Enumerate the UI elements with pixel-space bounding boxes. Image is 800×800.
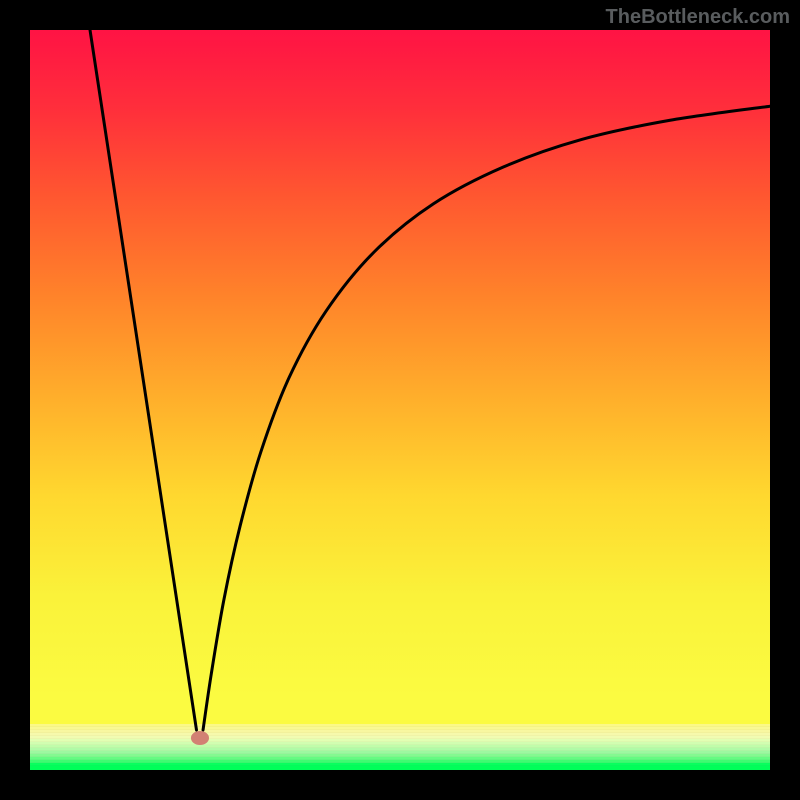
gradient-stripe: [30, 730, 770, 733]
gradient-stripe: [30, 763, 770, 766]
gradient-stripe: [30, 751, 770, 754]
gradient-stripe: [30, 754, 770, 757]
gradient-stripe: [30, 757, 770, 760]
chart-plot: [30, 30, 770, 770]
marker-dot: [191, 731, 209, 745]
gradient-stripe: [30, 742, 770, 745]
gradient-stripe: [30, 748, 770, 751]
gradient-stripe: [30, 745, 770, 748]
green-baseline-bar: [30, 766, 770, 770]
watermark-text: TheBottleneck.com: [606, 6, 790, 29]
gradient-stripe: [30, 733, 770, 736]
gradient-stripe: [30, 727, 770, 730]
chart-container: TheBottleneck.com: [0, 0, 800, 800]
gradient-stripe: [30, 760, 770, 763]
gradient-stripe: [30, 739, 770, 742]
gradient-stripe: [30, 736, 770, 739]
gradient-stripe: [30, 724, 770, 727]
